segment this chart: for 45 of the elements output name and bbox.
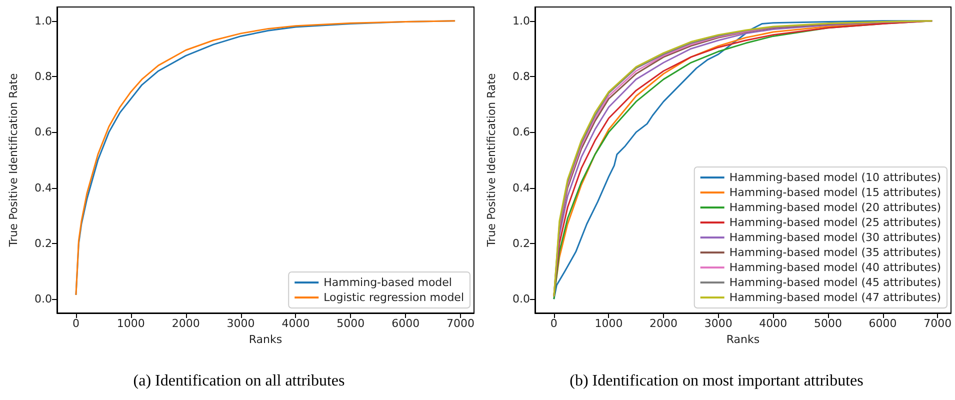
legend-label: Hamming-based model (30 attributes) bbox=[729, 231, 942, 244]
text: (b) Identification on most important attributes bbox=[570, 372, 864, 390]
x-tick-label: 6000 bbox=[868, 317, 897, 330]
y-tick-label: 0.2 bbox=[34, 236, 52, 250]
legend-label: Hamming-based model (25 attributes) bbox=[729, 216, 942, 229]
y-tick-label: 0.4 bbox=[34, 181, 52, 194]
y-tick-label: 0.4 bbox=[512, 181, 530, 194]
x-tick-label: 6000 bbox=[392, 317, 420, 330]
legend-label: Hamming-based model (10 attributes) bbox=[729, 171, 942, 184]
legend-label: Logistic regression model bbox=[324, 291, 464, 304]
x-tick-label: 2000 bbox=[172, 317, 200, 330]
x-tick-label: 3000 bbox=[226, 317, 255, 330]
legend-label: Hamming-based model bbox=[324, 276, 452, 289]
y-tick-label: 0.6 bbox=[34, 126, 52, 139]
x-tick-label: 1000 bbox=[116, 317, 145, 330]
y-tick-label: 0.2 bbox=[512, 236, 530, 250]
x-tick-label: 0 bbox=[550, 317, 558, 330]
x-tick-label: 5000 bbox=[336, 317, 365, 330]
x-tick-label: 4000 bbox=[282, 317, 310, 330]
x-tick-label: 0 bbox=[72, 317, 80, 330]
x-tick-label: 5000 bbox=[814, 317, 842, 330]
x-axis-title: Ranks bbox=[726, 332, 760, 346]
y-tick-label: 0.0 bbox=[512, 292, 530, 306]
y-tick-label: 0.8 bbox=[512, 70, 530, 84]
y-tick-label: 1.0 bbox=[34, 14, 52, 28]
y-tick-label: 1.0 bbox=[512, 14, 530, 28]
legend-label: Hamming-based model (15 attributes) bbox=[729, 186, 942, 199]
text: (a) Identification on all attributes bbox=[133, 372, 345, 390]
y-axis-title: True Positive Identification Rate bbox=[485, 72, 498, 248]
y-tick-label: 0.8 bbox=[34, 70, 52, 84]
x-tick-label: 7000 bbox=[446, 317, 475, 330]
legend-label: Hamming-based model (47 attributes) bbox=[729, 291, 942, 304]
legend-label: Hamming-based model (45 attributes) bbox=[729, 276, 942, 289]
y-axis-title: True Positive Identification Rate bbox=[7, 72, 20, 248]
x-tick-label: 4000 bbox=[759, 317, 788, 330]
y-tick-label: 0.0 bbox=[34, 292, 52, 306]
x-tick-label: 2000 bbox=[650, 317, 678, 330]
x-tick-label: 1000 bbox=[594, 317, 623, 330]
legend-label: Hamming-based model (40 attributes) bbox=[729, 261, 942, 274]
x-axis-title: Ranks bbox=[248, 332, 282, 346]
y-tick-label: 0.6 bbox=[512, 126, 530, 139]
x-tick-label: 7000 bbox=[924, 317, 952, 330]
x-tick-label: 3000 bbox=[704, 317, 732, 330]
legend-label: Hamming-based model (20 attributes) bbox=[729, 201, 942, 214]
legend-label: Hamming-based model (35 attributes) bbox=[729, 246, 942, 259]
